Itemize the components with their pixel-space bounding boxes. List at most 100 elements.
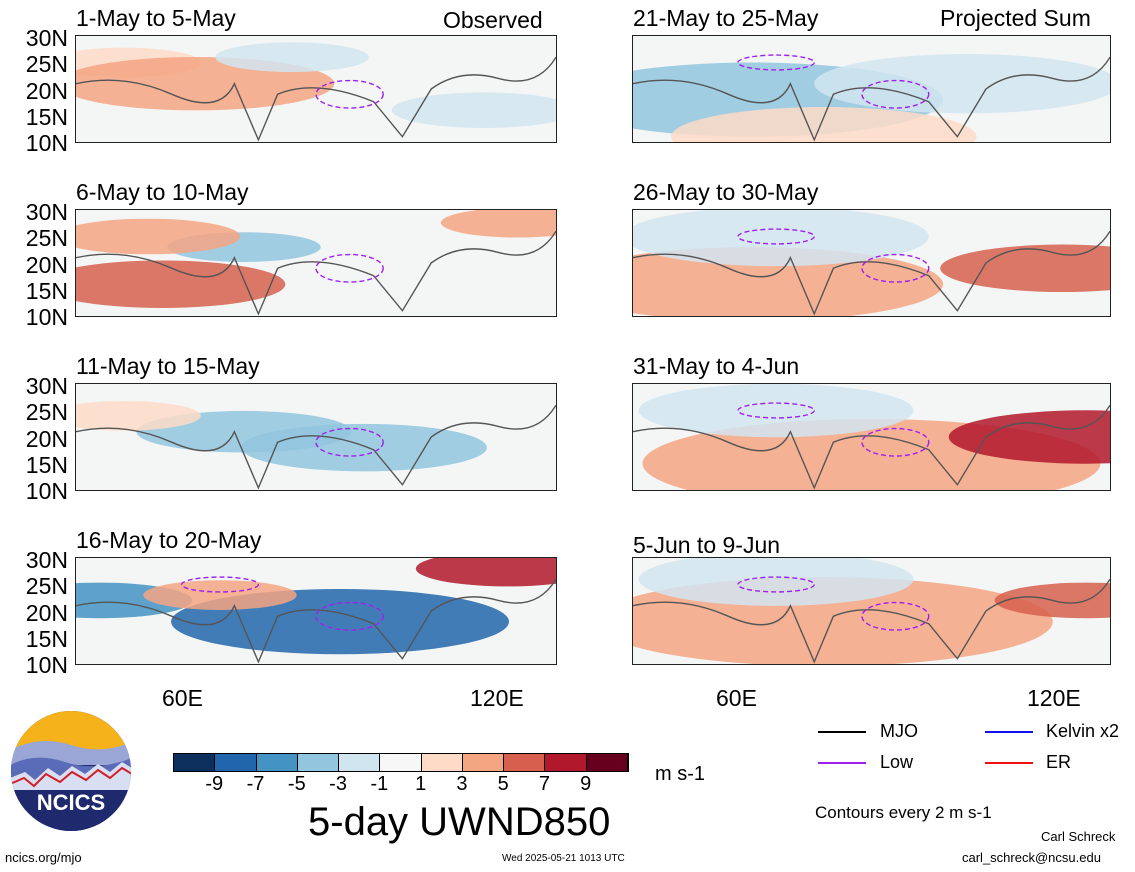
colorbar-cell [421, 754, 463, 771]
colorbar-label: 5 [497, 773, 509, 795]
low-contour [737, 228, 815, 245]
map-panel-5 [632, 35, 1111, 143]
colorbar [173, 753, 629, 772]
footer-email[interactable]: carl_schreck@ncsu.edu [962, 850, 1101, 865]
anomaly-blob [143, 580, 297, 610]
low-contour [737, 402, 815, 419]
colorbar-cell [339, 754, 381, 771]
low-contour [737, 576, 815, 593]
lat-label: 10N [25, 304, 68, 330]
low-contour [180, 576, 260, 593]
colorbar-label: 1 [415, 773, 427, 795]
colorbar-cell [256, 754, 298, 771]
map-panel-3 [75, 383, 557, 491]
coastline [633, 404, 1110, 490]
coastline [76, 578, 556, 664]
map-field [76, 42, 556, 142]
lat-label: 30N [25, 199, 68, 225]
colorbar-label: -3 [329, 773, 347, 795]
footer-author: Carl Schreck [1041, 829, 1116, 844]
map-panel-4 [75, 557, 557, 665]
anomaly-blob [440, 210, 556, 238]
legend-label-mjo: MJO [880, 721, 918, 741]
anomaly-blob [671, 107, 977, 142]
lat-label: 25N [25, 399, 68, 425]
lat-label: 10N [25, 478, 68, 504]
map-panel-1 [75, 35, 557, 143]
panel-title: 5-Jun to 9-Jun [633, 532, 781, 558]
legend-label-er: ER [1046, 752, 1072, 772]
lat-label: 15N [25, 278, 68, 304]
low-contour [861, 79, 930, 109]
lat-label: 25N [25, 225, 68, 251]
lon-label: 60E [162, 685, 203, 711]
anomaly-blob [76, 218, 241, 255]
map-field [633, 558, 1110, 664]
anomaly-blob [391, 92, 556, 129]
low-contour [737, 54, 815, 71]
coastline [76, 56, 556, 142]
footer-url[interactable]: ncics.org/mjo [5, 850, 82, 865]
panel-title: 16-May to 20-May [76, 527, 262, 553]
legend-line-er [985, 762, 1033, 764]
colorbar-label: -5 [287, 773, 306, 795]
lon-label: 120E [470, 685, 524, 711]
anomaly-blob [241, 423, 487, 472]
lat-label: 20N [25, 600, 68, 626]
anomaly-blob [76, 400, 201, 431]
colorbar-label: -9 [205, 773, 224, 795]
main-title: 5-day UWND850 [308, 800, 611, 844]
anomaly-blob [940, 244, 1110, 293]
legend-label-kelvin: Kelvin x2 [1046, 721, 1120, 741]
lon-label: 120E [1027, 685, 1081, 711]
lat-label: 30N [25, 25, 68, 51]
lat-label: 25N [25, 573, 68, 599]
low-contour [315, 601, 384, 631]
observed-label: Observed [443, 7, 543, 33]
lat-label: 20N [25, 78, 68, 104]
low-contour [315, 79, 384, 109]
anomaly-blob [814, 54, 1110, 114]
colorbar-label: 3 [456, 773, 468, 795]
lat-label: 20N [25, 252, 68, 278]
lat-label: 30N [25, 373, 68, 399]
low-contour [315, 253, 384, 283]
panel-title: 21-May to 25-May [633, 5, 819, 31]
anomaly-blob [638, 558, 914, 606]
map-panel-2 [75, 209, 557, 317]
colorbar-cell [462, 754, 505, 771]
legend-line-kelvin [985, 731, 1033, 733]
panel-title: 26-May to 30-May [633, 179, 819, 205]
contours-note: Contours every 2 m s-1 [815, 803, 992, 822]
legend-label-low: Low [880, 752, 914, 772]
colorbar-label: 9 [580, 773, 592, 795]
colorbar-cell [504, 754, 546, 771]
projected-sum-label: Projected Sum [940, 5, 1091, 31]
coastline [633, 56, 1110, 142]
low-contour [861, 601, 930, 631]
map-field [633, 54, 1110, 142]
map-field [76, 558, 556, 664]
colorbar-cell [380, 754, 422, 771]
colorbar-label: 7 [538, 773, 551, 795]
coastline [633, 230, 1110, 316]
coastline [633, 578, 1110, 664]
anomaly-blob [948, 410, 1110, 464]
lat-label: 20N [25, 426, 68, 452]
map-field [76, 400, 556, 490]
map-panel-7 [632, 383, 1111, 491]
map-field [633, 210, 1110, 316]
anomaly-blob [76, 260, 286, 308]
anomaly-blob [633, 247, 943, 316]
lat-label: 10N [25, 130, 68, 156]
anomaly-blob [215, 42, 369, 73]
low-contour [861, 427, 930, 457]
lat-label: 15N [25, 626, 68, 652]
panel-title: 11-May to 15-May [76, 353, 260, 379]
lat-label: 10N [25, 652, 68, 678]
map-field [633, 384, 1110, 490]
lat-label: 15N [25, 452, 68, 478]
lat-label: 15N [25, 104, 68, 130]
anomaly-blob [638, 384, 914, 438]
legend-line-mjo [818, 731, 866, 733]
